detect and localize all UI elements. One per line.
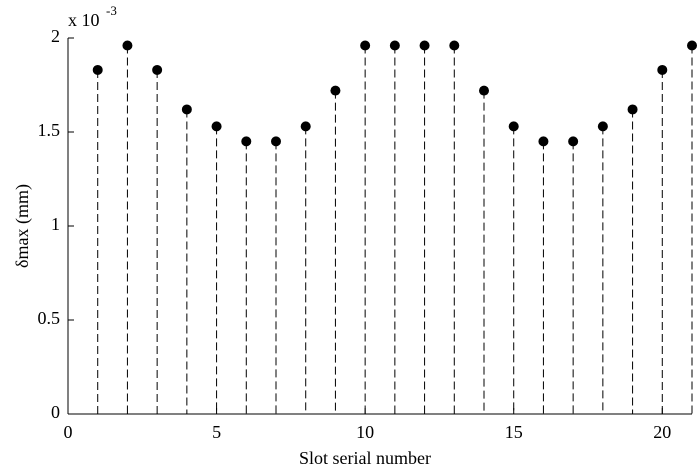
marker	[122, 40, 133, 51]
marker	[419, 40, 430, 51]
marker	[271, 136, 281, 147]
x-tick-label: 10	[356, 422, 374, 442]
axis-multiplier: x 10	[68, 10, 100, 30]
x-tick-label: 0	[64, 422, 73, 442]
axis-multiplier-exponent: -3	[106, 3, 117, 18]
marker	[479, 85, 489, 96]
y-tick-label: 1.5	[38, 120, 61, 140]
marker	[92, 64, 103, 75]
marker	[360, 40, 371, 51]
y-tick-label: 0.5	[38, 308, 61, 328]
marker	[597, 121, 608, 132]
x-axis-label: Slot serial number	[299, 448, 431, 468]
marker	[627, 104, 638, 115]
marker	[181, 104, 192, 115]
marker	[687, 40, 697, 51]
marker	[657, 64, 668, 75]
x-tick-label: 15	[505, 422, 523, 442]
y-tick-label: 1	[51, 214, 60, 234]
marker	[538, 136, 549, 147]
marker	[330, 85, 341, 96]
marker	[508, 121, 519, 132]
y-tick-label: 2	[51, 26, 60, 46]
marker	[389, 40, 400, 51]
marker	[449, 40, 460, 51]
marker	[152, 64, 163, 75]
marker	[241, 136, 252, 147]
y-axis-label: δmax (mm)	[12, 184, 33, 268]
x-tick-label: 20	[653, 422, 671, 442]
x-tick-label: 5	[212, 422, 221, 442]
marker	[568, 136, 579, 147]
marker	[211, 121, 222, 132]
y-tick-label: 0	[51, 402, 60, 422]
marker	[300, 121, 311, 132]
